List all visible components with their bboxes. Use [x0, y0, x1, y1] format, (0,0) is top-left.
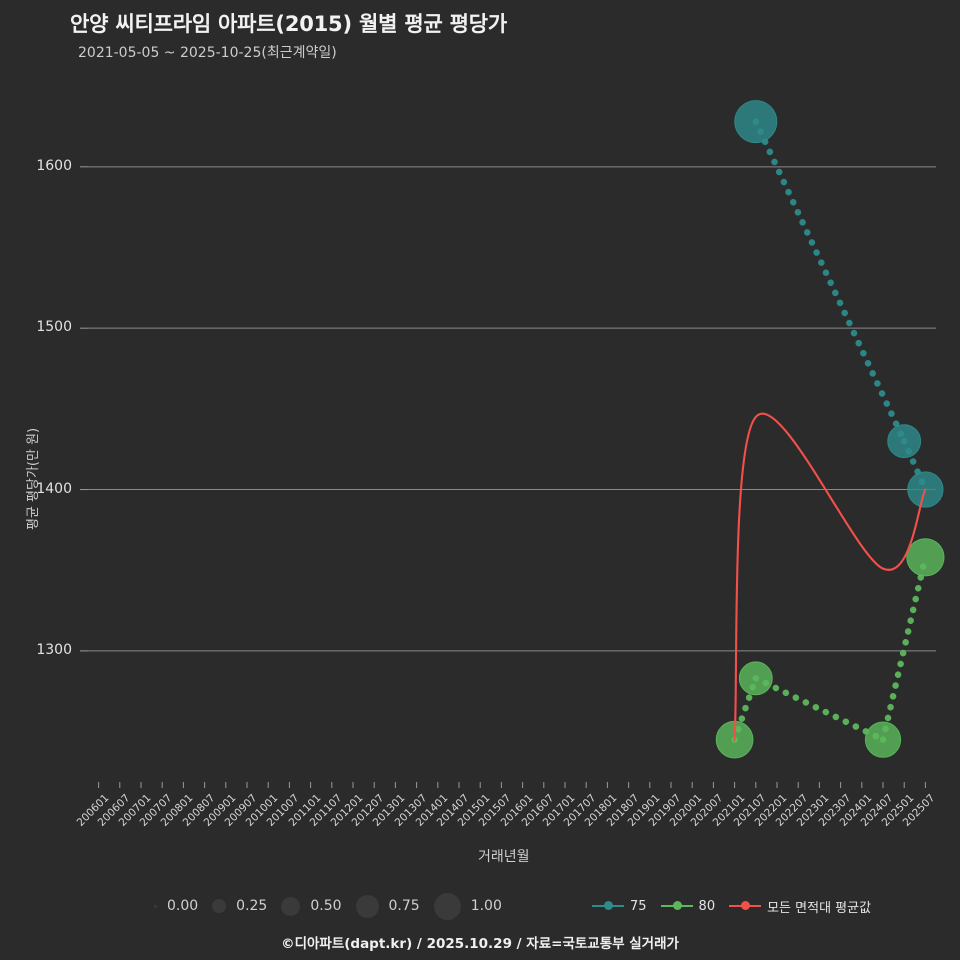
legend-series-label: 75 — [630, 898, 647, 914]
legend-size-label: 0.50 — [310, 898, 342, 914]
series-80 — [715, 538, 945, 759]
legend-size-entry: 1.00 — [420, 892, 502, 920]
series-모든-면적대-평균값 — [733, 412, 927, 741]
legend-size-bubble — [281, 896, 301, 916]
legend-swatch-dot — [672, 901, 682, 910]
legend-swatch-dot — [741, 901, 751, 910]
legend-series-entry[interactable]: 모든 면적대 평균값 — [729, 897, 871, 916]
y-tick-label: 1500 — [36, 319, 72, 336]
legend-series-entry[interactable]: 75 — [592, 899, 647, 914]
y-tick-label: 1300 — [36, 641, 72, 658]
legend-size-scale: 0.00 0.25 0.50 0.75 1.00 — [140, 888, 502, 924]
legend-swatch-dot — [604, 901, 613, 910]
legend-size-label: 0.75 — [388, 898, 420, 914]
legend-series-label: 모든 면적대 평균값 — [767, 900, 872, 916]
series-line — [733, 412, 927, 741]
legend-series-entry[interactable]: 80 — [660, 898, 716, 914]
legend-size-entry: 0.50 — [267, 896, 342, 916]
data-point[interactable] — [864, 721, 902, 758]
footer-credit: ©디아파트(dapt.kr) / 2025.10.29 / 자료=국토교통부 실… — [281, 936, 679, 952]
series-line — [752, 675, 887, 743]
legend-size-bubble — [355, 894, 379, 918]
legend-swatch — [729, 899, 762, 913]
legend-size-entry: 0.00 — [140, 898, 198, 914]
series-75 — [734, 100, 944, 508]
legend-size-bubble — [212, 899, 227, 913]
legend-series-label: 80 — [698, 898, 716, 914]
legend-size-bubble — [154, 904, 157, 908]
data-point[interactable] — [906, 538, 945, 577]
x-axis-title: 거래년월 — [478, 849, 530, 865]
legend-size-bubble — [433, 892, 461, 920]
data-point[interactable] — [734, 100, 778, 144]
legend-size-label: 1.00 — [470, 898, 502, 914]
y-tick-label: 1600 — [36, 157, 72, 174]
series-line — [879, 554, 929, 743]
data-point[interactable] — [887, 424, 922, 459]
series-line — [752, 118, 908, 445]
legend-swatch — [592, 899, 624, 913]
legend-size-entry: 0.25 — [198, 898, 267, 914]
legend-size-label: 0.00 — [167, 898, 199, 914]
data-point[interactable] — [738, 661, 773, 696]
chart-subtitle: 2021-05-05 ~ 2025-10-25(최근계약일) — [78, 45, 337, 61]
page-title: 안양 씨티프라임 아파트(2015) 월별 평균 평당가 — [70, 12, 508, 36]
legend-size-entry: 0.75 — [342, 894, 420, 918]
y-axis-title: 평균 평당가(만 원) — [26, 427, 41, 530]
legend-swatch — [660, 899, 693, 913]
legend-series-list: 75 80 모든 면적대 평균값 — [592, 888, 871, 924]
y-tick-label: 1400 — [36, 480, 72, 497]
chart-legend: 0.00 0.25 0.50 0.75 1.00 75 80 모든 면적대 평균값 — [0, 888, 960, 928]
legend-size-label: 0.25 — [236, 898, 268, 914]
